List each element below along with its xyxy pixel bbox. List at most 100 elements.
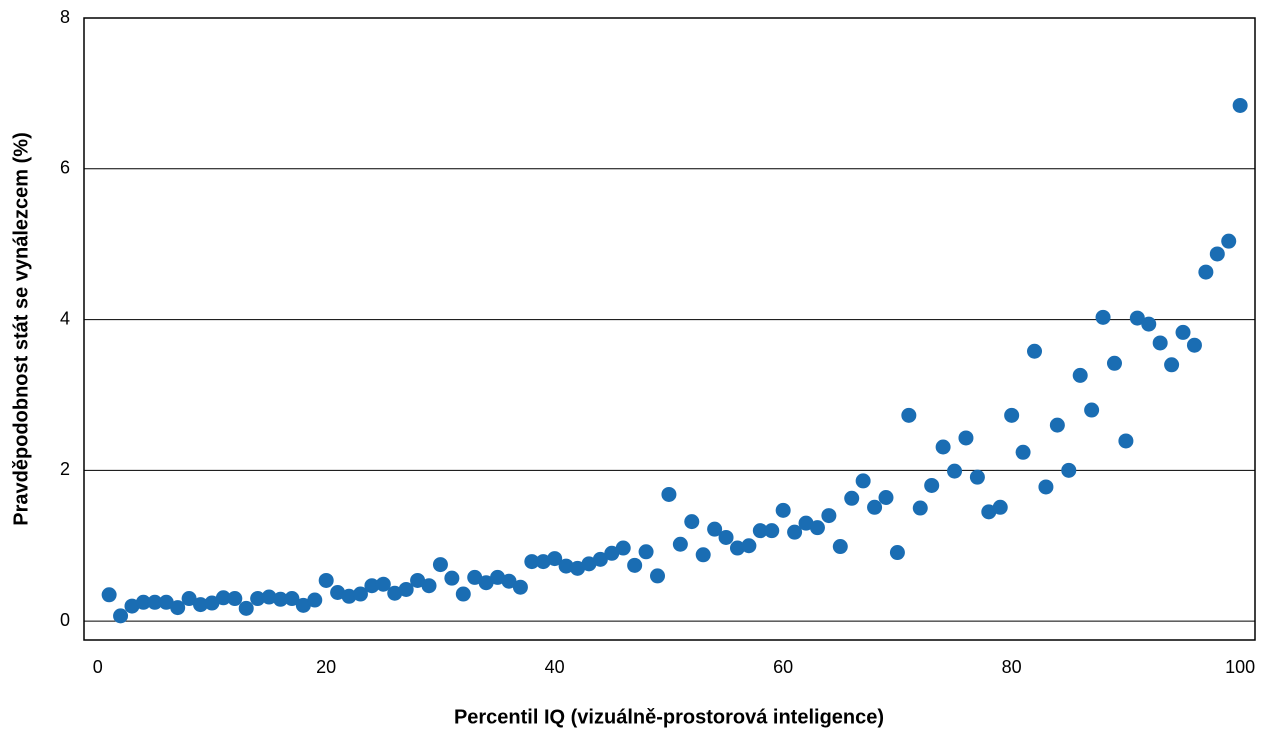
point: [924, 477, 940, 493]
point: [604, 545, 620, 561]
point: [467, 569, 483, 585]
point: [113, 608, 129, 624]
point: [238, 600, 254, 616]
point: [1072, 367, 1088, 383]
point: [1004, 407, 1020, 423]
point: [284, 591, 300, 607]
point: [1232, 97, 1248, 113]
point: [1061, 462, 1077, 478]
y-tick-label: 8: [60, 7, 70, 27]
x-tick-label: 0: [93, 657, 103, 677]
point: [147, 594, 163, 610]
point: [1015, 444, 1031, 460]
point: [661, 486, 677, 502]
point: [250, 591, 266, 607]
point: [524, 554, 540, 570]
point: [535, 554, 551, 570]
point: [364, 578, 380, 594]
point: [901, 407, 917, 423]
point: [787, 524, 803, 540]
point: [261, 589, 277, 605]
point: [512, 579, 528, 595]
point: [821, 508, 837, 524]
y-tick-label: 0: [60, 610, 70, 630]
point: [558, 558, 574, 574]
point: [1141, 316, 1157, 332]
point: [398, 581, 414, 597]
point: [307, 592, 323, 608]
point: [775, 502, 791, 518]
point: [330, 585, 346, 601]
point: [855, 473, 871, 489]
point: [1198, 264, 1214, 280]
point: [764, 523, 780, 539]
x-tick-label: 40: [545, 657, 565, 677]
point: [741, 538, 757, 554]
point: [387, 585, 403, 601]
point: [695, 547, 711, 563]
x-tick-label: 20: [316, 657, 336, 677]
point: [752, 523, 768, 539]
point: [432, 557, 448, 573]
point: [1186, 337, 1202, 353]
point: [1152, 335, 1168, 351]
point: [421, 578, 437, 594]
point: [272, 591, 288, 607]
point: [547, 551, 563, 567]
point: [1221, 233, 1237, 249]
y-tick-label: 2: [60, 459, 70, 479]
point: [158, 594, 174, 610]
point: [867, 499, 883, 515]
point: [341, 588, 357, 604]
point: [318, 572, 334, 588]
point: [1209, 246, 1225, 262]
point: [478, 575, 494, 591]
plot-frame: [83, 17, 1256, 641]
point: [615, 540, 631, 556]
point: [707, 521, 723, 537]
point: [501, 573, 517, 589]
point: [455, 586, 471, 602]
y-tick-label: 4: [60, 308, 70, 328]
point: [992, 499, 1008, 515]
point: [135, 594, 151, 610]
point: [1095, 309, 1111, 325]
point: [204, 595, 220, 611]
point: [581, 556, 597, 572]
point: [592, 551, 608, 567]
point: [1084, 402, 1100, 418]
point: [672, 536, 688, 552]
y-axis-label: Pravděpodobnost stát se vynálezcem (%): [10, 132, 32, 525]
point: [215, 590, 231, 606]
point: [638, 544, 654, 560]
point: [1164, 357, 1180, 373]
point: [889, 545, 905, 561]
point: [1038, 479, 1054, 495]
point: [1049, 417, 1065, 433]
point: [650, 568, 666, 584]
x-tick-label: 80: [1002, 657, 1022, 677]
point: [1118, 433, 1134, 449]
y-tick-label: 6: [60, 158, 70, 178]
x-tick-label: 60: [773, 657, 793, 677]
point: [1129, 310, 1145, 326]
point: [947, 463, 963, 479]
point: [410, 572, 426, 588]
point: [935, 439, 951, 455]
x-axis-label: Percentil IQ (vizuálně-prostorová inteli…: [454, 706, 884, 728]
point: [729, 540, 745, 556]
point: [570, 560, 586, 576]
point: [352, 586, 368, 602]
point: [375, 576, 391, 592]
point: [295, 597, 311, 613]
point: [1106, 355, 1122, 371]
point: [101, 587, 117, 603]
point: [193, 597, 209, 613]
point: [1027, 343, 1043, 359]
point: [684, 514, 700, 530]
point: [627, 557, 643, 573]
point: [490, 569, 506, 585]
point: [958, 430, 974, 446]
point: [1175, 324, 1191, 340]
